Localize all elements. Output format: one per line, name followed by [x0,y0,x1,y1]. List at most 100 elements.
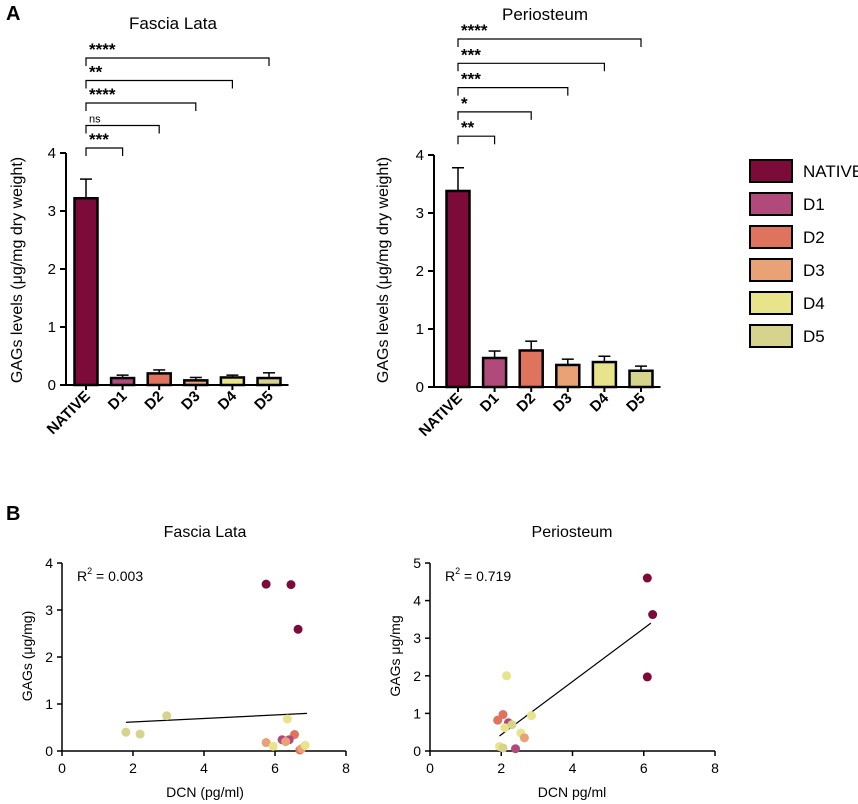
scatter-marks: 0 1 2 3 4 0 2 4 6 8 [45,555,350,776]
scatter-chart-periosteum: Periosteum GAGs μg/mg DCN pg/ml R2 = 0.7… [387,524,719,800]
y-axis-label: GAGs μg/mg [387,615,403,696]
legend-label-d3: D3 [803,261,825,280]
legend-swatch-d3 [749,258,793,282]
significance-label: *** [461,45,481,64]
data-point-d4 [527,711,537,721]
data-point-d4 [502,671,512,681]
significance-label: ns [89,114,101,126]
legend: NATIVE D1 D2 D3 D4 D5 [749,159,858,348]
y-tick-label: 2 [416,263,424,280]
x-tick-label-d2: D2 [141,388,167,414]
significance-bracket [85,79,233,89]
y-tick-label: 0 [45,743,53,759]
data-point-native [648,610,658,620]
chart-title: Fascia Lata [164,524,247,541]
x-tick-label: 4 [200,760,208,776]
r-squared-prefix: R [445,568,455,584]
legend-label-d5: D5 [803,327,825,346]
significance-label: * [461,94,468,113]
x-tick-label: 6 [271,760,279,776]
y-tick-label: 3 [413,630,421,646]
significance-bracket [457,135,496,145]
x-tick-label-native: NATIVE [44,388,94,438]
y-tick-label: 3 [416,205,424,222]
x-tick-label-d2: D2 [513,390,539,416]
bar-chart-periosteum: Periosteum GAGs levels (μg/mg dry weight… [375,5,661,440]
data-point-d3 [261,738,271,748]
significance-bracket [85,102,197,111]
x-tick-label: 0 [58,760,66,776]
data-point-native [293,624,303,634]
x-tick-label-d5: D5 [623,390,649,416]
y-tick-label: 0 [416,379,424,396]
legend-swatch-d4 [749,291,793,315]
fit-line [125,712,307,723]
data-point-d5 [162,711,172,721]
y-tick-label: 4 [413,593,421,609]
bar-native [445,189,471,389]
r-squared-superscript: 2 [87,566,92,576]
bar-d5 [256,376,282,387]
data-point-d4 [282,714,292,724]
r-squared-label: R2 = 0.719 [445,566,511,584]
x-tick-label: 6 [640,760,648,776]
x-tick-label: 8 [711,760,719,776]
r-squared-prefix: R [77,568,87,584]
significance-label: ** [89,63,103,82]
fit-line [499,622,652,737]
data-point-d2 [493,715,503,725]
bar-d3 [555,363,581,389]
data-point-d4 [268,741,278,751]
y-tick-label: 0 [413,743,421,759]
bar-d2 [518,349,544,389]
significance-bracket [457,111,532,120]
legend-label-d2: D2 [803,228,825,247]
data-point-native [261,579,271,589]
data-point-d5 [121,727,131,737]
data-point-d5 [135,729,145,739]
x-tick-label-d4: D4 [587,389,613,415]
y-axis-label: GAGs levels (μg/mg dry weight) [375,157,392,383]
panel-label-a: A [6,3,20,25]
data-point-d3 [281,737,291,747]
data-point-d5 [498,743,508,753]
x-tick-label-native: NATIVE [416,390,466,440]
x-tick-label-d3: D3 [550,390,576,416]
x-tick-label: 8 [342,760,350,776]
bar-d1 [109,376,136,387]
significance-label: **** [461,21,488,40]
x-tick-label-d1: D1 [105,388,131,414]
chart-title: Periosteum [532,524,613,541]
chart-title: Periosteum [502,5,588,24]
data-point-native [642,573,652,583]
significance-label: **** [89,85,116,104]
significance-bracket [457,62,605,72]
significance-label: ** [461,118,475,137]
significance-bracket [85,147,124,156]
legend-swatch-native [749,159,793,183]
significance-bracket [85,57,270,66]
data-point-d2 [498,710,508,720]
y-axis-label: GAGs (μg/mg) [19,611,35,702]
legend-label-d4: D4 [803,294,825,313]
data-point-d1 [511,744,520,754]
r-squared-label: R2 = 0.003 [77,566,143,584]
x-tick-label-d5: D5 [251,388,277,414]
data-point-native [286,580,296,590]
x-tick-label: 2 [129,760,137,776]
bar-d3 [183,379,209,387]
y-axis-label: GAGs levels (μg/mg dry weight) [9,157,26,383]
chart-title: Fascia Lata [129,14,217,33]
significance-label: *** [89,130,109,149]
data-point-d4 [500,723,510,733]
x-tick-label: 0 [426,760,434,776]
data-point-d5 [507,720,517,730]
data-point-native [642,672,652,682]
significance-bracket [457,38,642,47]
legend-label-d1: D1 [803,195,825,214]
legend-swatch-d1 [749,192,793,216]
y-tick-label: 2 [45,649,53,665]
